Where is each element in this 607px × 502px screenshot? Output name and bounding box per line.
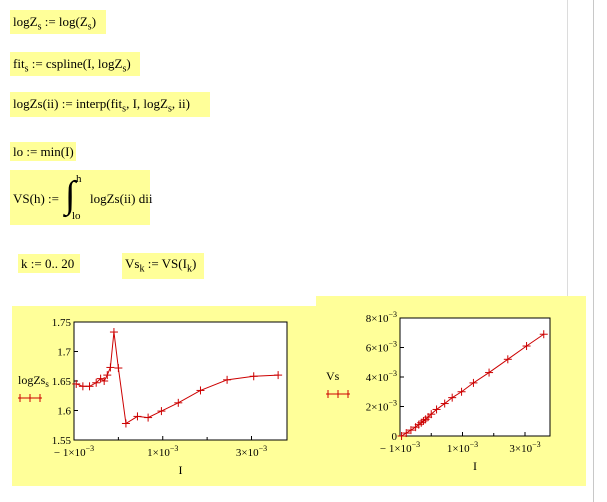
equation-lo[interactable]: lo := min(I) [10, 142, 76, 161]
eq-text: Vsk := VS(Ik) [125, 256, 197, 275]
data-point [469, 378, 478, 387]
x-tick-label: − 1×10−3 [54, 444, 94, 459]
integral-upper: h [76, 173, 82, 185]
data-point [402, 429, 411, 438]
eq-lhs: VS(h) := [13, 191, 59, 206]
data-point [485, 368, 494, 377]
data-point [503, 355, 512, 364]
data-point [196, 386, 205, 395]
data-point [157, 407, 166, 416]
data-point [72, 379, 81, 388]
data-point [406, 426, 415, 435]
page-border [593, 0, 594, 502]
x-axis-label: I [473, 459, 477, 473]
equation-fit[interactable]: fits := cspline(I, logZs) [10, 52, 140, 76]
data-point [114, 364, 123, 373]
data-point [397, 432, 406, 440]
y-tick-label: 1.55 [52, 435, 72, 447]
data-point [274, 371, 283, 380]
x-tick-label: 3×10−3 [509, 440, 540, 455]
plot-frame [73, 321, 288, 441]
data-point [109, 328, 118, 337]
data-point [432, 405, 441, 414]
x-tick-label: − 1×10−3 [380, 440, 420, 455]
data-point [448, 393, 457, 402]
data-point [440, 399, 449, 408]
equation-interp[interactable]: logZs(ii) := interp(fits, I, logZs, ii) [10, 92, 210, 117]
plot-frame [399, 317, 551, 437]
integral-lower: lo [72, 210, 81, 222]
data-point [522, 342, 531, 351]
y-axis-label: Vs [326, 369, 340, 383]
y-tick-label: 6×10−3 [366, 340, 397, 355]
y-tick-label: 8×10−3 [366, 310, 397, 325]
data-point [539, 330, 548, 339]
eq-text: fits := cspline(I, logZs) [13, 56, 131, 75]
x-tick-label: 1×10−3 [147, 444, 178, 459]
vs-chart-svg: 8×10−3 6×10−3 4×10−3 2×10−3 0− 1×10−3 1×10−3 3… [326, 310, 551, 473]
y-tick-label: 1.7 [57, 347, 71, 359]
y-tick-label: 1.6 [57, 406, 71, 418]
data-point [457, 387, 466, 396]
data-point [100, 377, 109, 385]
y-tick-label: 2×10−3 [366, 399, 397, 414]
data-point [144, 413, 153, 422]
plot-vs[interactable]: 8×10−3 6×10−3 4×10−3 2×10−3 0− 1×10−3 1×10−3 3… [316, 296, 586, 486]
equation-vs-integral[interactable]: VS(h) := ∫ h lo logZs(ii) dii [10, 170, 153, 225]
data-point [427, 410, 436, 419]
y-tick-label: 1.75 [52, 317, 72, 329]
eq-text: k := 0.. 20 [21, 256, 75, 271]
data-point [103, 371, 112, 380]
eq-text: logZs(ii) := interp(fits, I, logZs, ii) [13, 96, 190, 115]
data-point [85, 382, 94, 391]
equation-k-range[interactable]: k := 0.. 20 [18, 254, 80, 273]
x-tick-label: 1×10−3 [447, 440, 478, 455]
data-point [106, 363, 115, 372]
data-point [92, 378, 101, 387]
integral-body: logZs(ii) dii [90, 191, 153, 206]
eq-text: logZs := log(Zs) [13, 14, 97, 33]
data-point [223, 375, 232, 384]
equation-vs-assign[interactable]: Vsk := VS(Ik) [122, 253, 204, 279]
y-axis-label: logZss [18, 373, 49, 389]
y-tick-label: 0 [392, 431, 398, 443]
eq-text: lo := min(I) [13, 144, 74, 159]
integral-sign: ∫ [65, 174, 76, 216]
data-point [121, 419, 130, 428]
x-axis-label: I [179, 463, 183, 477]
logzs-chart-svg: 1.75 1.7 1.65 1.6 1.55− 1×10−3 1×10−3 3×10−3 Il… [18, 317, 288, 477]
y-tick-label: 4×10−3 [366, 369, 397, 384]
data-point [249, 372, 258, 381]
data-point [174, 398, 183, 407]
y-tick-label: 1.65 [52, 376, 72, 388]
margin-line [567, 0, 568, 296]
x-tick-label: 3×10−3 [236, 444, 267, 459]
equation-logz[interactable]: logZs := log(Zs) [10, 10, 106, 34]
data-point [133, 412, 142, 421]
